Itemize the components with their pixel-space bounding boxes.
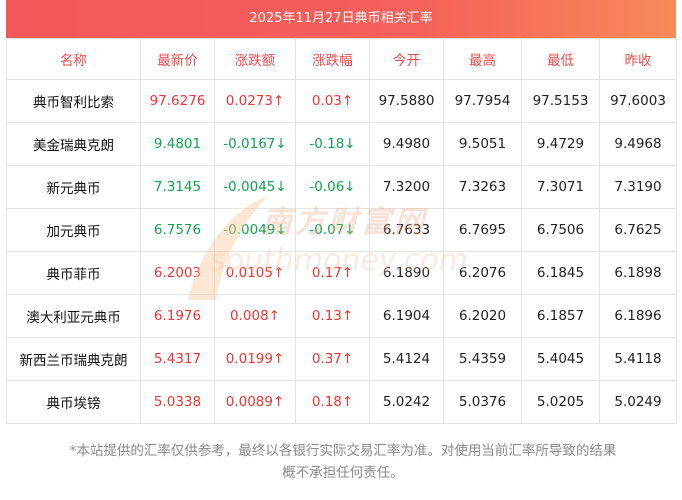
cell-change: -0.0049↓	[214, 208, 296, 252]
cell-high: 5.0376	[443, 380, 522, 424]
cell-open: 5.0242	[369, 380, 444, 424]
table-row: 典币菲币 6.2003 0.0105↑ 0.17↑ 6.1890 6.2076 …	[6, 251, 677, 295]
cell-low: 5.0205	[521, 380, 600, 424]
cell-high: 5.4359	[443, 337, 522, 381]
cell-low: 6.1857	[521, 294, 600, 338]
cell-latest: 7.3145	[140, 165, 215, 209]
col-header-high: 最高	[443, 38, 522, 80]
cell-open: 6.1890	[369, 251, 444, 295]
cell-open: 5.4124	[369, 337, 444, 381]
cell-pct: 0.18↑	[295, 380, 370, 424]
table-row: 新元典币 7.3145 -0.0045↓ -0.06↓ 7.3200 7.326…	[6, 165, 677, 209]
cell-latest: 9.4801	[140, 122, 215, 166]
table-title: 2025年11月27日典币相关汇率	[6, 0, 676, 38]
cell-name: 澳大利亚元典币	[6, 294, 141, 338]
cell-name: 美金瑞典克朗	[6, 122, 141, 166]
cell-change: 0.0089↑	[214, 380, 296, 424]
cell-name: 新西兰币瑞典克朗	[6, 337, 141, 381]
cell-open: 6.7633	[369, 208, 444, 252]
cell-latest: 5.0338	[140, 380, 215, 424]
cell-latest: 97.6276	[140, 79, 215, 123]
col-header-change: 涨跌额	[214, 38, 296, 80]
cell-pct: -0.18↓	[295, 122, 370, 166]
header-row: 名称 最新价 涨跌额 涨跌幅 今开 最高 最低 昨收	[6, 38, 677, 80]
cell-change: -0.0045↓	[214, 165, 296, 209]
cell-low: 97.5153	[521, 79, 600, 123]
cell-prev: 97.6003	[599, 79, 677, 123]
col-header-pct: 涨跌幅	[295, 38, 370, 80]
cell-change: 0.0105↑	[214, 251, 296, 295]
cell-open: 97.5880	[369, 79, 444, 123]
cell-prev: 7.3190	[599, 165, 677, 209]
cell-low: 9.4729	[521, 122, 600, 166]
cell-high: 97.7954	[443, 79, 522, 123]
cell-latest: 6.2003	[140, 251, 215, 295]
cell-high: 6.2020	[443, 294, 522, 338]
cell-prev: 6.1896	[599, 294, 677, 338]
cell-prev: 5.4118	[599, 337, 677, 381]
cell-low: 7.3071	[521, 165, 600, 209]
cell-name: 加元典币	[6, 208, 141, 252]
table-row: 典币埃镑 5.0338 0.0089↑ 0.18↑ 5.0242 5.0376 …	[6, 380, 677, 424]
cell-pct: -0.07↓	[295, 208, 370, 252]
cell-name: 典币菲币	[6, 251, 141, 295]
cell-latest: 5.4317	[140, 337, 215, 381]
cell-prev: 6.1898	[599, 251, 677, 295]
rate-table-frame: 2025年11月27日典币相关汇率 名称 最新价 涨跌额 涨跌幅 今开 最高 最…	[6, 0, 677, 424]
cell-change: -0.0167↓	[214, 122, 296, 166]
cell-change: 0.0273↑	[214, 79, 296, 123]
table-row: 典币智利比索 97.6276 0.0273↑ 0.03↑ 97.5880 97.…	[6, 79, 677, 123]
cell-name: 典币埃镑	[6, 380, 141, 424]
col-header-prev: 昨收	[599, 38, 677, 80]
cell-pct: 0.17↑	[295, 251, 370, 295]
cell-low: 6.1845	[521, 251, 600, 295]
exchange-rate-table: 名称 最新价 涨跌额 涨跌幅 今开 最高 最低 昨收 典币智利比索 97.627…	[6, 38, 677, 424]
table-row: 美金瑞典克朗 9.4801 -0.0167↓ -0.18↓ 9.4980 9.5…	[6, 122, 677, 166]
cell-prev: 6.7625	[599, 208, 677, 252]
col-header-open: 今开	[369, 38, 444, 80]
cell-latest: 6.7576	[140, 208, 215, 252]
cell-prev: 9.4968	[599, 122, 677, 166]
cell-name: 新元典币	[6, 165, 141, 209]
cell-change: 0.0199↑	[214, 337, 296, 381]
disclaimer-line-1: *本站提供的汇率仅供参考，最终以各银行实际交易汇率为准。对使用当前汇率所导致的结…	[69, 443, 617, 459]
table-row: 加元典币 6.7576 -0.0049↓ -0.07↓ 6.7633 6.769…	[6, 208, 677, 252]
cell-high: 7.3263	[443, 165, 522, 209]
cell-low: 6.7506	[521, 208, 600, 252]
cell-low: 5.4045	[521, 337, 600, 381]
disclaimer: *本站提供的汇率仅供参考，最终以各银行实际交易汇率为准。对使用当前汇率所导致的结…	[10, 440, 676, 484]
cell-open: 6.1904	[369, 294, 444, 338]
cell-open: 7.3200	[369, 165, 444, 209]
cell-high: 6.2076	[443, 251, 522, 295]
cell-change: 0.008↑	[214, 294, 296, 338]
cell-pct: 0.37↑	[295, 337, 370, 381]
cell-prev: 5.0249	[599, 380, 677, 424]
col-header-name: 名称	[6, 38, 141, 80]
cell-pct: -0.06↓	[295, 165, 370, 209]
cell-high: 6.7695	[443, 208, 522, 252]
cell-pct: 0.03↑	[295, 79, 370, 123]
cell-pct: 0.13↑	[295, 294, 370, 338]
table-row: 新西兰币瑞典克朗 5.4317 0.0199↑ 0.37↑ 5.4124 5.4…	[6, 337, 677, 381]
cell-open: 9.4980	[369, 122, 444, 166]
cell-name: 典币智利比索	[6, 79, 141, 123]
cell-latest: 6.1976	[140, 294, 215, 338]
col-header-latest: 最新价	[140, 38, 215, 80]
col-header-low: 最低	[521, 38, 600, 80]
cell-high: 9.5051	[443, 122, 522, 166]
table-row: 澳大利亚元典币 6.1976 0.008↑ 0.13↑ 6.1904 6.202…	[6, 294, 677, 338]
disclaimer-line-2: 概不承担任何责任。	[282, 465, 404, 481]
